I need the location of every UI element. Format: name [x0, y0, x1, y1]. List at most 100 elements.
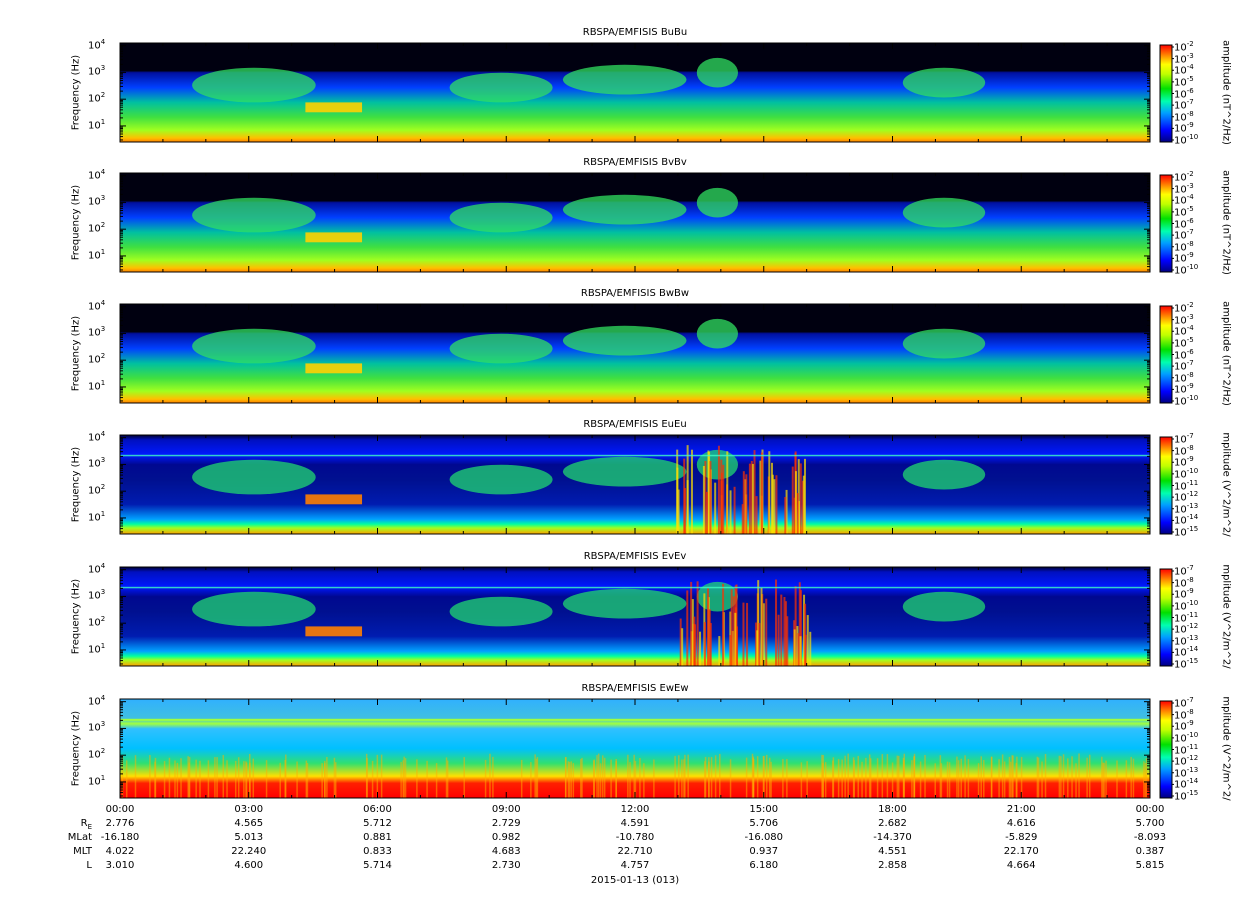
- y-tick-label: 101: [88, 641, 106, 656]
- colorbar-label: amplitude (nT^2/Hz): [1220, 39, 1232, 145]
- spectrogram-panel-6: [119, 698, 1151, 799]
- colorbar-tick-label: 10-9: [1174, 587, 1194, 601]
- colorbar-tick-label: 10-7: [1174, 432, 1194, 446]
- colorbar-tick-label: 10-11: [1174, 610, 1199, 624]
- ephemeris-value: 4.591: [620, 818, 650, 829]
- ephemeris-value: 22.170: [1003, 846, 1039, 857]
- colorbar-label: amplitude (nT^2/Hz): [1220, 300, 1232, 406]
- panel-title: RBSPA/EMFISIS BuBu: [582, 27, 688, 38]
- colorbar-tick-label: 10-8: [1174, 239, 1194, 254]
- y-tick-label: 102: [88, 615, 106, 629]
- colorbar-tick-label: 10-14: [1174, 645, 1199, 659]
- colorbar-tick-label: 10-2: [1174, 170, 1194, 184]
- ephemeris-value: 5.714: [363, 860, 392, 871]
- colorbar-tick-label: 10-12: [1174, 622, 1199, 636]
- y-axis-label: Frequency (Hz): [70, 710, 82, 786]
- colorbar-1: [1159, 44, 1173, 143]
- colorbar-tick-label: 10-12: [1174, 754, 1199, 768]
- colorbar-tick-label: 10-15: [1174, 789, 1199, 803]
- colorbar-tick-label: 10-8: [1174, 443, 1194, 457]
- colorbar-tick-label: 10-15: [1174, 525, 1199, 539]
- ephemeris-value: -10.780: [615, 832, 655, 843]
- ephemeris-value: 22.710: [617, 846, 653, 857]
- colorbar-tick-label: 10-10: [1174, 394, 1199, 408]
- y-tick-label: 104: [88, 561, 106, 575]
- x-tick-label: 06:00: [363, 804, 392, 815]
- ephemeris-value: 0.387: [1135, 846, 1165, 857]
- colorbar-tick-label: 10-7: [1174, 564, 1194, 578]
- ephemeris-label: RE: [80, 818, 92, 831]
- colorbar-tick-label: 10-13: [1174, 765, 1199, 780]
- y-axis-label: Frequency (Hz): [70, 315, 82, 391]
- panel-title: RBSPA/EMFISIS BwBw: [580, 288, 690, 299]
- colorbar-tick-label: 10-11: [1174, 478, 1199, 492]
- colorbar-tick-label: 10-4: [1174, 63, 1194, 77]
- colorbar-tick-label: 10-13: [1174, 633, 1199, 648]
- colorbar-tick-label: 10-9: [1174, 251, 1194, 265]
- y-tick-label: 104: [88, 37, 106, 51]
- ephemeris-value: 4.551: [878, 846, 907, 857]
- ephemeris-value: 2.858: [878, 860, 907, 871]
- ephemeris-value: -16.080: [744, 832, 784, 843]
- y-tick-label: 104: [88, 167, 106, 181]
- colorbar-tick-label: 10-7: [1174, 359, 1194, 373]
- colorbar-4: [1159, 436, 1173, 535]
- colorbar-tick-label: 10-6: [1174, 86, 1194, 100]
- colorbar-tick-label: 10-11: [1174, 742, 1199, 756]
- y-tick-label: 103: [88, 64, 106, 78]
- colorbar-tick-label: 10-8: [1174, 370, 1194, 385]
- ephemeris-value: 4.683: [491, 846, 521, 857]
- y-tick-label: 102: [88, 221, 106, 235]
- colorbar-tick-label: 10-9: [1174, 382, 1194, 396]
- colorbar-tick-label: 10-3: [1174, 312, 1194, 326]
- colorbar-label: amplitude (nT^2/Hz): [1220, 169, 1232, 275]
- y-tick-label: 104: [88, 429, 106, 443]
- colorbar-tick-label: 10-7: [1174, 98, 1194, 112]
- colorbar-tick-label: 10-6: [1174, 216, 1194, 230]
- x-tick-label: 12:00: [620, 804, 650, 815]
- colorbar-tick-label: 10-7: [1174, 228, 1194, 242]
- colorbar-tick-label: 10-7: [1174, 696, 1194, 710]
- y-tick-label: 101: [88, 117, 106, 132]
- ephemeris-value: 22.240: [231, 846, 267, 857]
- ephemeris-value: 5.700: [1135, 818, 1165, 829]
- colorbar-tick-label: 10-8: [1174, 707, 1194, 721]
- x-tick-label: 15:00: [749, 804, 779, 815]
- ephemeris-value: 4.600: [234, 860, 264, 871]
- colorbar-3: [1159, 305, 1173, 404]
- ephemeris-label: L: [86, 860, 92, 871]
- ephemeris-value: 2.776: [105, 818, 135, 829]
- y-tick-label: 101: [88, 247, 106, 262]
- colorbar-tick-label: 10-3: [1174, 181, 1194, 195]
- x-tick-label: 18:00: [878, 804, 907, 815]
- x-tick-label: 03:00: [234, 804, 264, 815]
- colorbar-tick-label: 10-14: [1174, 777, 1199, 791]
- ephemeris-label: MLat: [67, 832, 92, 843]
- colorbar-6: [1159, 700, 1173, 799]
- colorbar-label: mplitude (V^2/m^2/: [1220, 695, 1232, 801]
- colorbar-label: mplitude (V^2/m^2/: [1220, 431, 1232, 537]
- spectrogram-panel-2: [119, 172, 1151, 273]
- ephemeris-value: 5.013: [234, 832, 264, 843]
- ephemeris-value: 0.881: [363, 832, 392, 843]
- ephemeris-value: 2.682: [878, 818, 907, 829]
- y-tick-label: 101: [88, 509, 106, 524]
- y-tick-label: 103: [88, 588, 106, 602]
- panel-title: RBSPA/EMFISIS EuEu: [583, 419, 687, 430]
- y-tick-label: 103: [88, 456, 106, 470]
- colorbar-tick-label: 10-10: [1174, 263, 1199, 277]
- y-axis-label: Frequency (Hz): [70, 54, 82, 130]
- colorbar-2: [1159, 174, 1173, 273]
- colorbar-tick-label: 10-8: [1174, 109, 1194, 124]
- x-tick-label: 00:00: [1135, 804, 1165, 815]
- y-tick-label: 103: [88, 325, 106, 339]
- ephemeris-value: -8.093: [1133, 832, 1167, 843]
- colorbar-tick-label: 10-14: [1174, 513, 1199, 527]
- colorbar-tick-label: 10-15: [1174, 657, 1199, 671]
- y-tick-label: 103: [88, 194, 106, 208]
- ephemeris-value: 2.730: [491, 860, 521, 871]
- ephemeris-value: 5.815: [1135, 860, 1165, 871]
- y-tick-label: 102: [88, 483, 106, 497]
- ephemeris-value: 2.729: [491, 818, 521, 829]
- y-tick-label: 103: [88, 720, 106, 734]
